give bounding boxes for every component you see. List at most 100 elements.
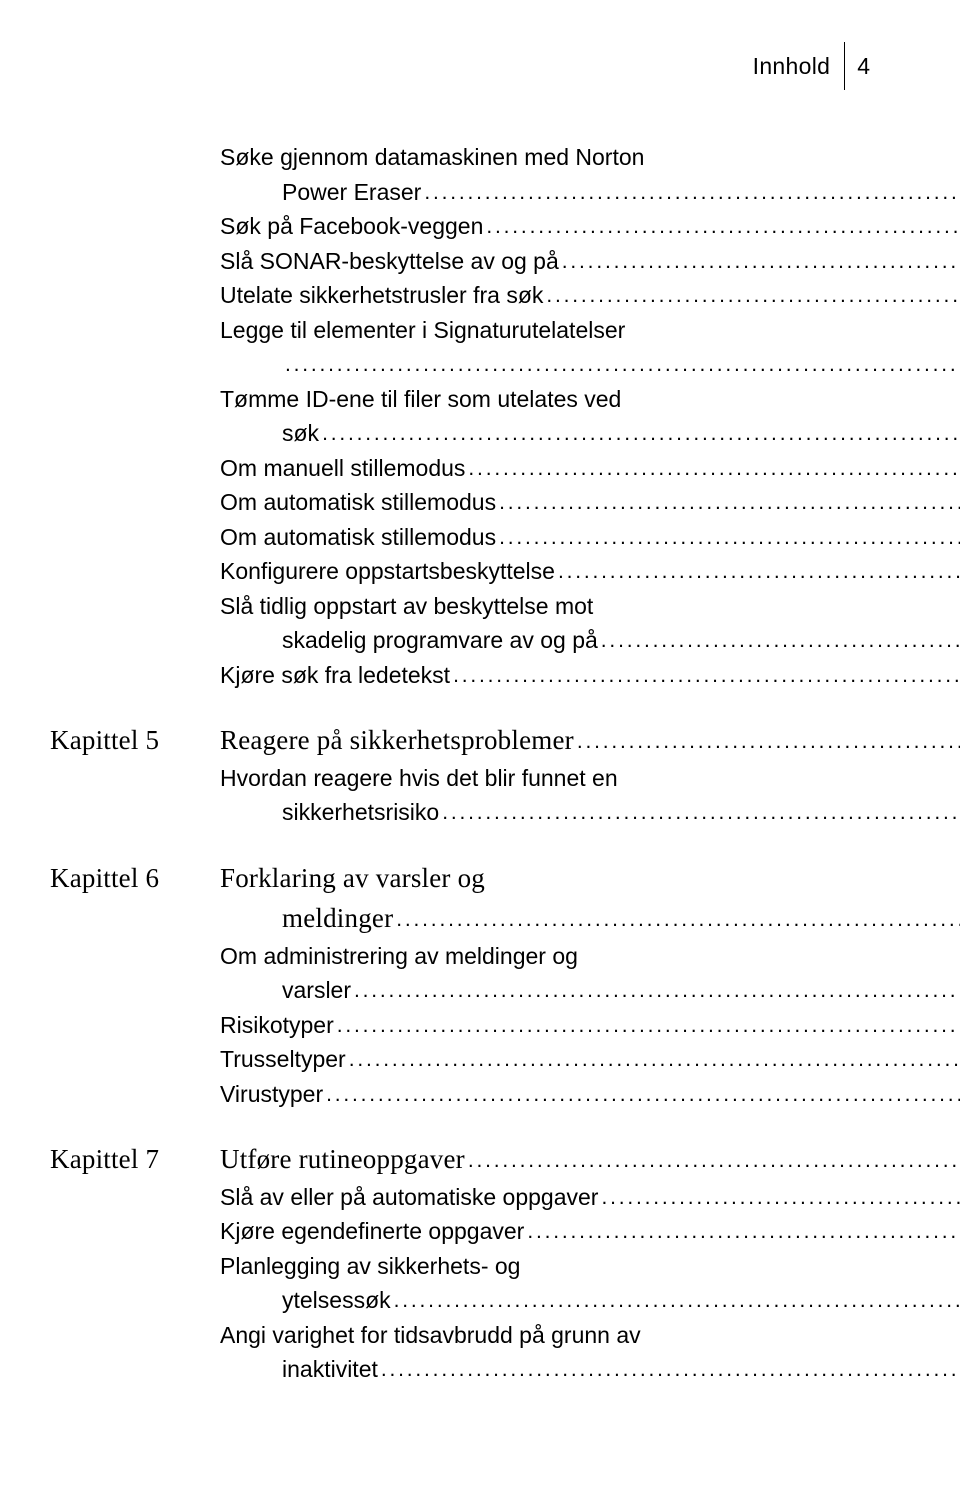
toc-entry-text: sikkerhetsrisiko [220, 795, 439, 830]
toc-entry-text: Slå av eller på automatiske oppgaver [220, 1180, 598, 1215]
chapter-label: Kapittel 6 [50, 860, 220, 896]
toc-entry: Søke gjennom datamaskinen med Norton [220, 140, 960, 175]
toc-entry-text: Konfigurere oppstartsbeskyttelse [220, 554, 555, 589]
toc-heading-cont: meldinger 161 [220, 898, 960, 939]
toc-entry-text: søk [220, 416, 319, 451]
toc-heading-text: Reagere på sikkerhetsproblemer [220, 720, 574, 761]
toc-entry-text: Om automatisk stillemodus [220, 485, 496, 520]
toc-row: Kapittel 7 Utføre rutineoppgaver 168 Slå… [50, 1139, 870, 1387]
toc-entry-text: Slå tidlig oppstart av beskyttelse mot [220, 589, 593, 624]
toc-leader [346, 1044, 960, 1076]
toc-entry: Slå av eller på automatiske oppgaver 168 [220, 1180, 960, 1215]
toc-entry-text: varsler [220, 973, 351, 1008]
toc-entries: Reagere på sikkerhetsproblemer 151 Hvord… [220, 720, 960, 830]
toc-leader [543, 280, 960, 312]
toc-leader [439, 797, 960, 829]
toc-leader [555, 556, 960, 588]
toc-entry: Slå tidlig oppstart av beskyttelse mot [220, 589, 960, 624]
toc-section: Kapittel 7 Utføre rutineoppgaver 168 Slå… [50, 1139, 870, 1387]
toc-entry-text: Om administrering av meldinger og [220, 939, 578, 974]
toc-leader [378, 1354, 960, 1386]
chapter-label: Kapittel 5 [50, 722, 220, 758]
toc-leader [496, 522, 960, 554]
toc-row: Søke gjennom datamaskinen med Norton Pow… [50, 140, 870, 692]
toc-entry: Virustyper 165 [220, 1077, 960, 1112]
toc-section: Kapittel 6 Forklaring av varsler og meld… [50, 858, 870, 1112]
toc-heading-text: Utføre rutineoppgaver [220, 1139, 465, 1180]
toc-entries: Søke gjennom datamaskinen med Norton Pow… [220, 140, 960, 692]
toc-leader [393, 904, 960, 936]
toc-entry-text: Trusseltyper [220, 1042, 346, 1077]
toc-entry: Søk på Facebook-veggen 131 [220, 209, 960, 244]
toc-heading: Reagere på sikkerhetsproblemer 151 [220, 720, 960, 761]
toc-entry-text: skadelig programvare av og på [220, 623, 598, 658]
toc-row: Kapittel 6 Forklaring av varsler og meld… [50, 858, 870, 1112]
toc-leader [574, 726, 960, 758]
toc-entry: Tømme ID-ene til filer som utelates ved [220, 382, 960, 417]
toc-entry-text: Søke gjennom datamaskinen med Norton [220, 140, 644, 175]
toc-leader [598, 1182, 960, 1214]
toc-heading-text: meldinger [220, 898, 393, 939]
toc-entry-text: Slå SONAR-beskyttelse av og på [220, 244, 559, 279]
toc-entry-cont: inaktivitet 172 [220, 1352, 960, 1387]
toc-leader [465, 453, 960, 485]
toc-leader [450, 660, 960, 692]
toc-entry-text: ytelsessøk [220, 1283, 391, 1318]
toc-entry: Planlegging av sikkerhets- og [220, 1249, 960, 1284]
toc-entry: Kjøre søk fra ledetekst 148 [220, 658, 960, 693]
toc-content: Søke gjennom datamaskinen med Norton Pow… [50, 140, 870, 1415]
toc-heading: Utføre rutineoppgaver 168 [220, 1139, 960, 1180]
toc-entry-cont: sikkerhetsrisiko 151 [220, 795, 960, 830]
toc-entry-text: Kjøre søk fra ledetekst [220, 658, 450, 693]
toc-entry-text: Søk på Facebook-veggen [220, 209, 483, 244]
toc-entry-cont: ytelsessøk 170 [220, 1283, 960, 1318]
toc-entry-cont: varsler 161 [220, 973, 960, 1008]
toc-entry: Trusseltyper 164 [220, 1042, 960, 1077]
toc-leader [598, 625, 960, 657]
chapter-label: Kapittel 7 [50, 1141, 220, 1177]
toc-entry-text: Angi varighet for tidsavbrudd på grunn a… [220, 1318, 641, 1353]
toc-entry: Utelate sikkerhetstrusler fra søk 134 [220, 278, 960, 313]
toc-entries: Utføre rutineoppgaver 168 Slå av eller p… [220, 1139, 960, 1387]
toc-entry: Om automatisk stillemodus 141 [220, 520, 960, 555]
toc-entry-text: Risikotyper [220, 1008, 334, 1043]
header-label: Innhold [753, 53, 831, 80]
toc-entry: Kjøre egendefinerte oppgaver 169 [220, 1214, 960, 1249]
toc-entry-text: Om manuell stillemodus [220, 451, 465, 486]
toc-row: Kapittel 5 Reagere på sikkerhetsprobleme… [50, 720, 870, 830]
toc-entry-cont: 135 [220, 347, 960, 382]
toc-page: Innhold 4 Søke gjennom datamaskinen med … [0, 0, 960, 1492]
toc-entry-text: Hvordan reagere hvis det blir funnet en [220, 761, 618, 796]
toc-leader [334, 1010, 960, 1042]
toc-entry: Angi varighet for tidsavbrudd på grunn a… [220, 1318, 960, 1353]
toc-entry-cont: skadelig programvare av og på 147 [220, 623, 960, 658]
toc-entry-text: Tømme ID-ene til filer som utelates ved [220, 382, 621, 417]
toc-entry: Legge til elementer i Signaturutelatelse… [220, 313, 960, 348]
toc-heading-text: Forklaring av varsler og [220, 858, 485, 899]
toc-leader [421, 177, 960, 209]
toc-entry-text: Utelate sikkerhetstrusler fra søk [220, 278, 543, 313]
toc-leader [391, 1285, 960, 1317]
toc-entry-text: Power Eraser [220, 175, 421, 210]
header-divider [844, 42, 845, 90]
header-page-number: 4 [857, 53, 870, 80]
toc-leader [465, 1145, 960, 1177]
toc-leader [282, 349, 960, 381]
toc-leader [319, 418, 960, 450]
toc-entry: Risikotyper 163 [220, 1008, 960, 1043]
toc-entry: Om administrering av meldinger og [220, 939, 960, 974]
toc-entry-text: Kjøre egendefinerte oppgaver [220, 1214, 524, 1249]
page-header: Innhold 4 [753, 42, 870, 90]
toc-entry-text: Legge til elementer i Signaturutelatelse… [220, 313, 625, 348]
toc-leader [483, 211, 960, 243]
toc-leader [559, 246, 960, 278]
toc-leader [496, 487, 960, 519]
toc-leader [323, 1079, 960, 1111]
toc-entry: Hvordan reagere hvis det blir funnet en [220, 761, 960, 796]
toc-leader [351, 975, 960, 1007]
toc-entry-text: inaktivitet [220, 1352, 378, 1387]
toc-entry-text: Om automatisk stillemodus [220, 520, 496, 555]
toc-entry-text: Planlegging av sikkerhets- og [220, 1249, 520, 1284]
toc-leader [524, 1216, 960, 1248]
toc-entries: Forklaring av varsler og meldinger 161 O… [220, 858, 960, 1112]
